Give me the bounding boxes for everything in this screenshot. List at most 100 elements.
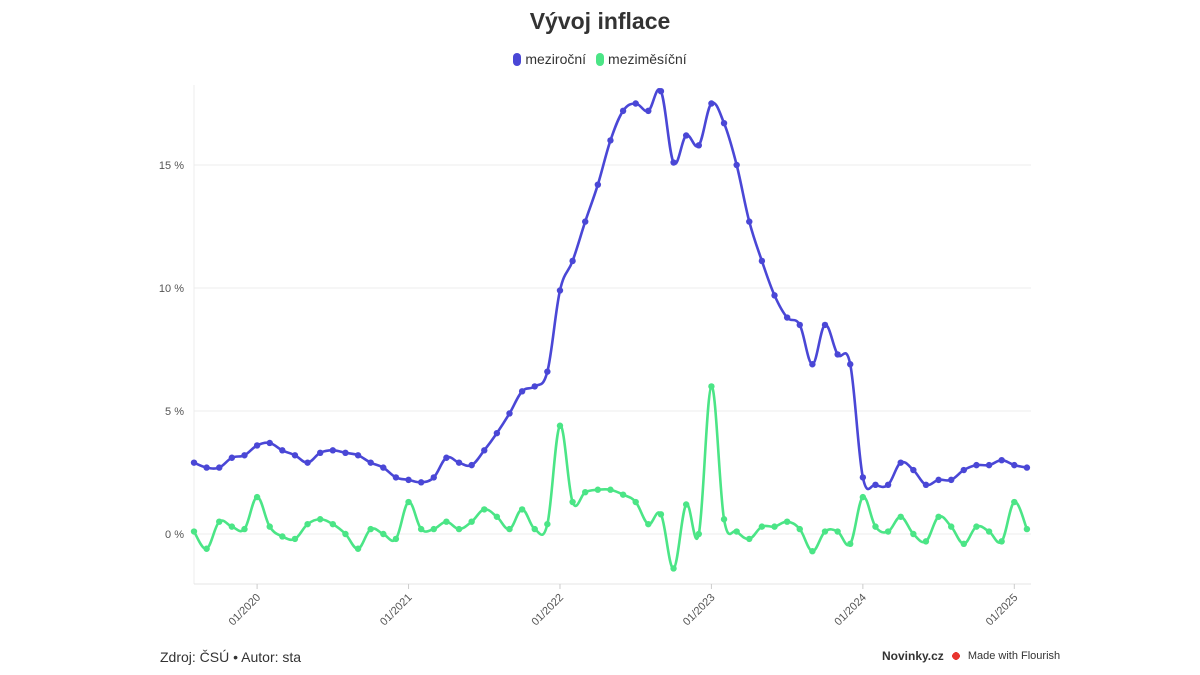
data-point-yoy (859, 474, 867, 481)
data-point-mom (380, 530, 387, 538)
data-point-yoy (935, 476, 942, 484)
data-point-mom (746, 535, 753, 543)
data-point-mom (216, 518, 223, 525)
data-point-yoy (847, 361, 854, 368)
data-point-yoy (392, 474, 400, 481)
brand-logo[interactable]: Novinky.cz (882, 649, 944, 663)
data-point-mom (872, 523, 879, 530)
data-point-yoy (405, 476, 412, 484)
data-point-mom (960, 540, 968, 548)
data-point-yoy (985, 461, 993, 469)
data-point-mom (405, 498, 412, 506)
data-point-yoy (910, 466, 917, 474)
data-point-yoy (380, 464, 387, 471)
footer-credits: Novinky.cz Made with Flourish (882, 649, 1060, 663)
data-point-mom (998, 538, 1005, 545)
data-point-yoy (771, 292, 778, 299)
data-point-mom (253, 493, 261, 501)
data-point-yoy (367, 459, 374, 466)
data-point-mom (708, 383, 715, 390)
data-point-yoy (708, 100, 715, 107)
data-point-mom (506, 525, 513, 533)
data-point-mom (455, 525, 463, 533)
y-tick-label: 15 % (159, 160, 184, 172)
data-point-yoy (670, 159, 677, 166)
data-point-mom (304, 520, 311, 528)
series-line-mom (192, 385, 1029, 570)
data-point-yoy (809, 361, 816, 368)
y-tick-label: 5 % (165, 406, 184, 418)
data-point-mom (632, 498, 639, 506)
data-point-mom (582, 488, 589, 496)
data-point-yoy (266, 439, 273, 447)
legend-item-yoy[interactable]: meziroční (513, 51, 586, 67)
data-point-yoy (569, 257, 576, 265)
data-point-mom (279, 533, 286, 540)
data-point-yoy (796, 321, 803, 329)
data-point-mom (203, 545, 210, 552)
data-point-mom (619, 491, 627, 498)
data-point-yoy (455, 459, 463, 466)
data-point-mom (682, 501, 690, 508)
data-point-yoy (645, 107, 652, 115)
data-point-mom (190, 528, 198, 535)
data-point-yoy (884, 481, 892, 488)
data-point-yoy (253, 442, 261, 449)
data-point-mom (607, 486, 614, 493)
data-point-mom (241, 525, 248, 533)
data-point-mom (733, 528, 740, 535)
data-point-mom (847, 540, 854, 548)
data-point-mom (317, 516, 324, 523)
data-point-mom (544, 520, 551, 528)
y-tick-label: 10 % (159, 283, 184, 295)
x-tick-label: 01/2022 (529, 592, 566, 629)
data-point-mom (594, 486, 602, 493)
y-tick-label: 0 % (165, 529, 184, 541)
data-point-mom (948, 523, 955, 530)
data-point-mom (809, 548, 816, 555)
data-point-yoy (872, 481, 879, 488)
data-point-mom (342, 530, 349, 538)
data-point-mom (670, 565, 677, 572)
data-point-mom (1011, 498, 1018, 506)
data-point-yoy (506, 410, 513, 417)
data-point-yoy (657, 88, 665, 95)
data-point-mom (430, 525, 437, 533)
data-point-yoy (291, 452, 299, 459)
made-with-flourish-link[interactable]: Made with Flourish (967, 650, 1061, 662)
legend-label-mom: meziměsíční (608, 51, 687, 67)
data-point-mom (657, 511, 665, 518)
data-point-mom (392, 535, 400, 543)
data-point-yoy (279, 447, 286, 454)
data-point-yoy (695, 142, 702, 149)
data-point-mom (695, 530, 702, 538)
data-point-yoy (203, 464, 210, 471)
data-point-mom (291, 535, 299, 543)
data-point-mom (518, 506, 526, 513)
data-point-yoy (948, 476, 955, 484)
data-point-mom (935, 513, 942, 520)
data-point-mom (417, 525, 425, 533)
data-point-mom (354, 545, 362, 552)
data-point-mom (645, 520, 652, 528)
legend-label-yoy: meziroční (525, 51, 587, 67)
data-point-yoy (556, 287, 564, 294)
data-point-yoy (960, 466, 968, 474)
data-point-yoy (1011, 461, 1018, 469)
data-point-yoy (304, 459, 311, 466)
data-point-mom (531, 525, 538, 533)
data-point-yoy (746, 218, 753, 225)
legend-item-mom[interactable]: meziměsíční (596, 51, 687, 67)
data-point-mom (367, 525, 374, 533)
data-point-yoy (531, 383, 538, 390)
data-point-yoy (317, 449, 324, 457)
data-point-mom (821, 528, 829, 535)
data-point-yoy (783, 314, 791, 321)
data-point-mom (329, 520, 337, 528)
data-point-mom (569, 498, 576, 506)
legend-swatch-yoy (513, 52, 522, 66)
data-point-mom (266, 523, 273, 530)
chart-title: Vývoj inflace (529, 8, 671, 34)
data-point-yoy (544, 368, 551, 375)
data-point-yoy (493, 429, 501, 437)
